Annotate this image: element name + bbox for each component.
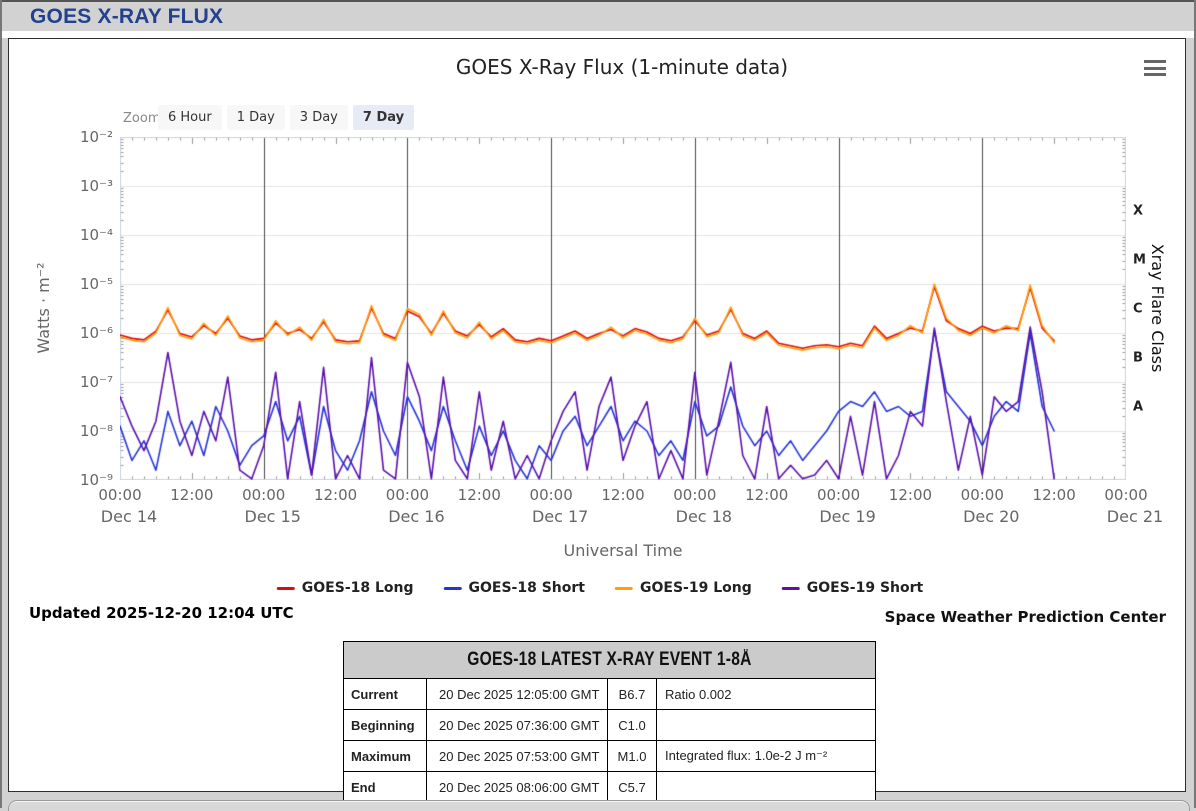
x-axis-tick-day: Dec 20 (963, 507, 1020, 526)
x-axis-tick-time: 12:00 (888, 486, 933, 504)
y-axis-tick: 10⁻⁴ (79, 226, 113, 244)
flare-class-label-a: A (1133, 399, 1144, 414)
x-axis-tick-time: 00:00 (385, 486, 430, 504)
x-axis-tick-time: 12:00 (1032, 486, 1076, 504)
page-header: GOES X-RAY FLUX (2, 2, 1194, 31)
event-row-time: 20 Dec 2025 07:53:00 GMT (426, 740, 608, 772)
legend-line-swatch (276, 586, 295, 590)
x-axis-tick-time: 12:00 (313, 486, 358, 504)
y-axis-tick: 10⁻³ (79, 177, 113, 195)
hamburger-icon (1144, 60, 1166, 63)
x-axis-tick-day: Dec 14 (100, 507, 158, 526)
chart-menu-button[interactable] (1144, 60, 1168, 78)
x-axis-tick-time: 12:00 (745, 486, 789, 504)
window-frame-right (1194, 0, 1196, 808)
next-section-panel-top (8, 800, 1190, 811)
x-axis-tick-time: 00:00 (1104, 486, 1148, 504)
x-axis-tick-time: 00:00 (242, 486, 286, 504)
x-axis-tick-day: Dec 21 (1106, 507, 1164, 526)
chart-legend: GOES-18 Long GOES-18 Short GOES-19 Long GOE… (276, 580, 924, 596)
window-frame-top (0, 0, 1196, 2)
xray-flux-plot[interactable] (120, 137, 1126, 480)
legend-line-swatch (615, 586, 633, 590)
zoom-button-7-day[interactable]: 7 Day (352, 105, 415, 130)
zoom-toolbar-label: Zoom (123, 111, 161, 126)
event-table-row: Current 20 Dec 2025 12:05:00 GMT B6.7 Ratio… (343, 678, 876, 710)
x-axis-tick-time: 00:00 (98, 486, 142, 504)
event-row-label: Maximum (343, 740, 427, 772)
zoom-button-6-hour[interactable]: 6 Hour (158, 105, 222, 130)
zoom-toolbar-buttons: 6 Hour 1 Day 3 Day 7 Day (158, 105, 415, 130)
event-row-class: C1.0 (607, 709, 657, 741)
x-axis-tick-day: Dec 17 (531, 507, 589, 526)
legend-line-swatch (443, 586, 462, 590)
legend-label: GOES-18 Long (301, 580, 414, 596)
hamburger-icon (1144, 73, 1166, 76)
event-row-note: Ratio 0.002 (656, 678, 876, 710)
window-frame-left (0, 0, 2, 808)
event-table-header: GOES-18 LATEST X-RAY EVENT 1-8Å (343, 641, 876, 679)
x-axis-title: Universal Time (563, 541, 683, 560)
x-axis-tick-day: Dec 16 (388, 507, 445, 526)
updated-timestamp: Updated 2025-12-20 12:04 UTC (29, 604, 294, 622)
flare-class-label-b: B (1133, 350, 1143, 365)
legend-label: GOES-19 Long (640, 580, 752, 596)
chart-title: GOES X-Ray Flux (1-minute data) (455, 55, 789, 79)
legend-item-goes-19-long[interactable]: GOES-19 Long (615, 580, 752, 596)
event-table-title: GOES-18 LATEST X-RAY EVENT 1-8Å (467, 649, 752, 670)
legend-item-goes-18-short[interactable]: GOES-18 Short (443, 580, 585, 596)
x-axis-tick-day: Dec 18 (675, 507, 733, 526)
event-table-row: Beginning 20 Dec 2025 07:36:00 GMT C1.0 (343, 709, 876, 741)
right-axis-title: Xray Flare Class (1148, 243, 1167, 373)
event-table-row: End 20 Dec 2025 08:06:00 GMT C5.7 (343, 771, 876, 803)
y-axis-tick: 10⁻⁶ (79, 324, 113, 342)
header-separator (2, 31, 1194, 38)
x-axis-tick-day: Dec 15 (244, 507, 301, 526)
event-row-note (656, 709, 876, 741)
x-axis-tick-time: 12:00 (601, 486, 645, 504)
event-row-class: M1.0 (607, 740, 657, 772)
event-table-row: Maximum 20 Dec 2025 07:53:00 GMT M1.0 Integ… (343, 740, 876, 772)
flare-class-label-c: C (1133, 301, 1143, 316)
y-axis-tick: 10⁻⁸ (79, 422, 113, 440)
latest-xray-event-table: GOES-18 LATEST X-RAY EVENT 1-8Å Current 2… (343, 641, 876, 803)
x-axis-tick-time: 00:00 (529, 486, 573, 504)
x-axis-tick-time: 12:00 (170, 486, 214, 504)
zoom-button-1-day[interactable]: 1 Day (226, 105, 285, 130)
flare-class-label-x: X (1133, 203, 1144, 218)
event-row-note: Integrated flux: 1.0e-2 J m⁻² (656, 740, 876, 772)
event-row-label: End (343, 771, 427, 803)
event-row-label: Current (343, 678, 427, 710)
x-axis-tick-time: 00:00 (816, 486, 861, 504)
event-row-time: 20 Dec 2025 12:05:00 GMT (426, 678, 608, 710)
x-axis-tick-time: 00:00 (960, 486, 1004, 504)
page-title: GOES X-RAY FLUX (30, 5, 224, 28)
y-axis-title: Watts · m⁻² (34, 262, 53, 354)
event-row-time: 20 Dec 2025 07:36:00 GMT (426, 709, 608, 741)
zoom-button-3-day[interactable]: 3 Day (289, 105, 348, 130)
y-axis-tick: 10⁻² (79, 128, 113, 146)
x-axis-tick-day: Dec 19 (819, 507, 876, 526)
event-row-class: B6.7 (607, 678, 657, 710)
event-row-note (656, 771, 876, 803)
legend-item-goes-18-long[interactable]: GOES-18 Long (276, 580, 414, 596)
x-axis-tick-time: 12:00 (457, 486, 501, 504)
event-row-label: Beginning (343, 709, 427, 741)
y-axis-tick: 10⁻⁹ (79, 471, 113, 489)
event-row-time: 20 Dec 2025 08:06:00 GMT (426, 771, 608, 803)
x-axis-tick-time: 00:00 (673, 486, 717, 504)
legend-label: GOES-18 Short (468, 580, 585, 596)
legend-label: GOES-19 Short (806, 580, 924, 596)
legend-line-swatch (781, 586, 800, 590)
legend-item-goes-19-short[interactable]: GOES-19 Short (781, 580, 924, 596)
swpc-credit: Space Weather Prediction Center (884, 608, 1166, 626)
event-row-class: C5.7 (607, 771, 657, 803)
hamburger-icon (1144, 66, 1166, 70)
y-axis-tick: 10⁻⁵ (79, 275, 113, 293)
flare-class-label-m: M (1133, 252, 1146, 267)
y-axis-tick: 10⁻⁷ (79, 373, 113, 391)
